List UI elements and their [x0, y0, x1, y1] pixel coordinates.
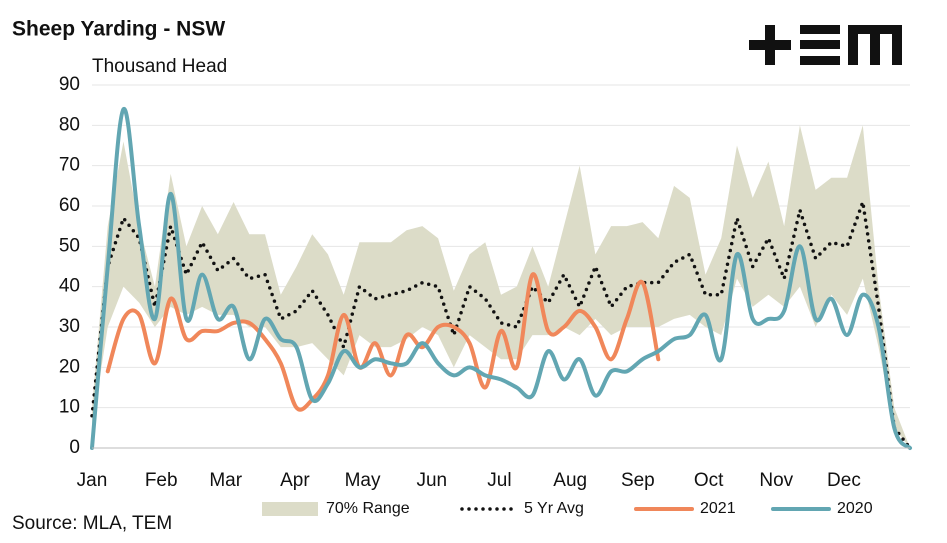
x-tick-label: Jan [77, 470, 108, 491]
legend-label: 2020 [837, 500, 873, 517]
x-tick-label: Sep [621, 470, 655, 491]
chart-title: Sheep Yarding - NSW [12, 18, 225, 41]
x-tick-label: Oct [694, 470, 724, 491]
legend-label: 2021 [700, 500, 736, 517]
avg-line [90, 201, 912, 450]
x-tick-label: Apr [280, 470, 310, 491]
y-tick-label: 40 [59, 276, 80, 297]
x-tick-label: Jul [487, 470, 511, 491]
source-note: Source: MLA, TEM [12, 513, 172, 534]
x-tick-label: Jun [416, 470, 447, 491]
y-tick-label: 50 [59, 235, 80, 256]
x-tick-label: Feb [145, 470, 178, 491]
chart-subtitle: Thousand Head [92, 56, 227, 77]
x-tick-label: Dec [827, 470, 861, 491]
y-tick-label: 60 [59, 195, 80, 216]
y-tick-label: 90 [59, 74, 80, 95]
x-tick-label: May [345, 470, 381, 491]
series-line [105, 272, 661, 412]
y-tick-label: 80 [59, 114, 80, 135]
x-tick-label: Aug [553, 470, 587, 491]
y-tick-label: 20 [59, 356, 80, 377]
x-tick-label: Mar [209, 470, 242, 491]
x-tick-label: Nov [759, 470, 793, 491]
legend-label: 5 Yr Avg [524, 500, 584, 517]
logo [749, 25, 902, 65]
y-tick-label: 10 [59, 397, 80, 418]
y-tick-label: 0 [69, 437, 80, 458]
y-tick-label: 70 [59, 155, 80, 176]
y-tick-label: 30 [59, 316, 80, 337]
legend-swatch [262, 502, 318, 516]
legend-label: 70% Range [326, 500, 410, 517]
series-line [90, 107, 912, 450]
